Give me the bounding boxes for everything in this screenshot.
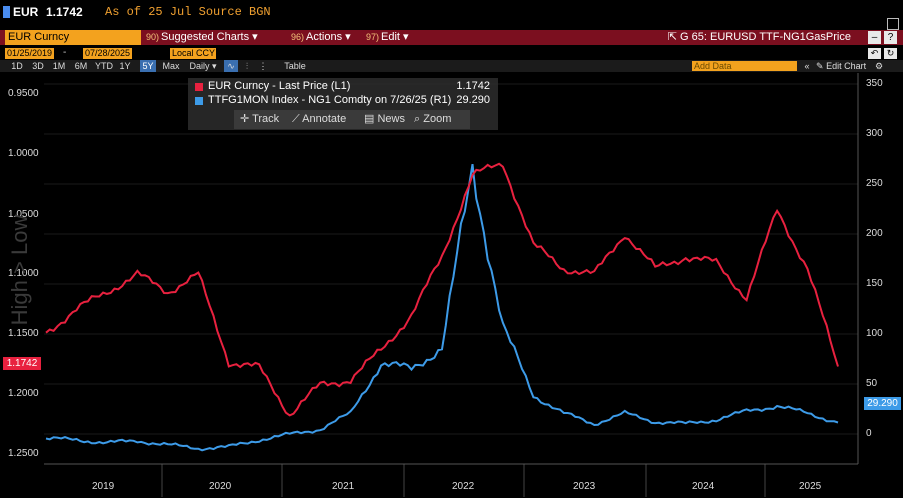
track-label: Track — [252, 113, 280, 125]
table-button[interactable]: Table — [284, 61, 306, 71]
crosshair-icon: ✛ — [240, 113, 250, 125]
right-axis-tick: 200 — [866, 228, 883, 239]
start-date-field[interactable]: 01/25/2019 — [5, 48, 55, 59]
right-axis-tick: 150 — [866, 278, 883, 289]
end-date-field[interactable]: 07/28/2025 — [83, 48, 133, 59]
eur-last-value-tag: 1.1742 — [3, 357, 41, 370]
left-axis-tick: 0.9500 — [8, 88, 39, 99]
x-axis-tick: 2023 — [573, 481, 596, 492]
period-button-5y[interactable]: 5Y — [140, 60, 156, 72]
launch-icon[interactable]: ⇱ — [667, 31, 677, 43]
news-icon: ▤ — [364, 113, 375, 125]
left-axis-tick: 1.0500 — [8, 209, 39, 220]
high-low-indicator: High > Low — [2, 200, 38, 340]
left-axis-tick: 1.1500 — [8, 328, 39, 339]
gas-swatch — [195, 97, 203, 105]
add-data-input[interactable]: Add Data — [692, 61, 797, 71]
top-bar — [0, 0, 903, 24]
chart-tool-row: ✛ Track ⟋ Annotate ▤ News ⌕ Zoom — [234, 110, 470, 129]
pencil-icon: ✎ — [816, 61, 824, 71]
frequency-label: Daily — [189, 61, 210, 71]
date-separator: - — [63, 47, 67, 58]
gas-last-value-tag: 29.290 — [864, 397, 901, 410]
chevron-down-icon: ▾ — [345, 31, 351, 43]
x-axis-tick: 2020 — [209, 481, 232, 492]
left-axis-tick: 1.2500 — [8, 448, 39, 459]
minimize-button[interactable]: – — [868, 31, 881, 44]
currency-select[interactable]: Local CCY — [170, 48, 216, 59]
track-tool[interactable]: ✛ Track — [240, 110, 279, 129]
x-axis-tick: 2022 — [452, 481, 475, 492]
zoom-tool[interactable]: ⌕ Zoom — [414, 110, 451, 129]
eur-price-line — [45, 162, 839, 417]
chart-title: ⇱ G 65: EURUSD TTF-NG1GasPrice — [668, 30, 851, 45]
edit-button[interactable]: 97) Edit ▾ — [366, 30, 409, 45]
last-price: 1.1742 — [46, 5, 83, 19]
left-axis-tick: 1.1000 — [8, 268, 39, 279]
actions-number: 96) — [291, 32, 305, 42]
ticker-marker — [3, 6, 10, 18]
suggested-number: 90) — [146, 32, 160, 42]
more-icon[interactable]: ⋮ — [258, 61, 268, 71]
right-axis-tick: 100 — [866, 328, 883, 339]
search-icon: ⌕ — [414, 113, 421, 125]
legend-s2-name[interactable]: TTFG1MON Index - NG1 Comdty on 7/26/25 (… — [208, 94, 452, 106]
edit-label: Edit — [381, 31, 400, 43]
legend-s1-value: 1.1742 — [456, 80, 490, 92]
annotate-label: Annotate — [302, 113, 347, 125]
popout-icon[interactable] — [887, 18, 899, 30]
line-chart-icon[interactable]: ∿ — [224, 60, 238, 72]
function-bar — [0, 30, 903, 45]
zoom-label: Zoom — [423, 113, 452, 125]
gas-price-line — [45, 163, 839, 452]
right-axis-tick: 300 — [866, 128, 883, 139]
eur-swatch — [195, 83, 203, 91]
suggested-label: Suggested Charts — [161, 31, 250, 43]
chart-plot[interactable] — [0, 73, 903, 498]
period-button-ytd[interactable]: YTD — [95, 61, 113, 71]
x-axis-tick: 2019 — [92, 481, 115, 492]
suggested-charts-button[interactable]: 90) Suggested Charts ▾ — [146, 30, 258, 45]
period-button-1d[interactable]: 1D — [11, 61, 23, 71]
legend-s2-value: 29.290 — [456, 94, 490, 106]
period-button-1m[interactable]: 1M — [52, 61, 66, 71]
undo-icon[interactable]: ↶ — [868, 48, 881, 59]
security-field[interactable]: EUR Curncy — [5, 30, 141, 45]
actions-button[interactable]: 96) Actions ▾ — [291, 30, 351, 45]
x-axis-tick: 2025 — [799, 481, 822, 492]
period-button-6m[interactable]: 6M — [74, 61, 88, 71]
x-axis-tick: 2024 — [692, 481, 715, 492]
edit-chart-label: Edit Chart — [826, 61, 867, 71]
bar-chart-icon[interactable]: ⫶ — [245, 61, 249, 71]
right-axis-tick: 350 — [866, 78, 883, 89]
chevron-down-icon: ▾ — [403, 31, 409, 43]
annotate-tool[interactable]: ⟋ Annotate — [292, 110, 346, 129]
right-axis-tick: 50 — [866, 378, 878, 389]
period-button-max[interactable]: Max — [162, 61, 180, 71]
actions-label: Actions — [306, 31, 343, 43]
right-axis-tick: 0 — [866, 428, 872, 439]
ticker-symbol[interactable]: EUR — [13, 5, 39, 19]
side-note-text: High > Low — [7, 214, 32, 326]
left-axis-tick: 1.2000 — [8, 388, 39, 399]
chevron-down-icon: ▾ — [252, 31, 258, 43]
help-button[interactable]: ? — [884, 31, 897, 44]
edit-number: 97) — [366, 32, 380, 42]
edit-chart-button[interactable]: ✎ Edit Chart — [816, 60, 866, 72]
pencil-icon: ⟋ — [292, 113, 300, 125]
chart-title-text: G 65: EURUSD TTF-NG1GasPrice — [680, 31, 851, 43]
period-button-1y[interactable]: 1Y — [119, 61, 131, 71]
gear-icon[interactable]: ⚙ — [874, 61, 884, 71]
news-label: News — [377, 113, 405, 125]
right-axis-tick: 250 — [866, 178, 883, 189]
frequency-select[interactable]: Daily ▾ — [189, 61, 217, 71]
news-tool[interactable]: ▤ News — [364, 110, 405, 129]
period-button-3d[interactable]: 3D — [32, 61, 44, 71]
chevrons-icon[interactable]: « — [804, 61, 810, 71]
legend-s1-name[interactable]: EUR Curncy - Last Price (L1) — [208, 80, 351, 92]
refresh-icon[interactable]: ↻ — [884, 48, 897, 59]
as-of-text: As of 25 Jul Source BGN — [105, 5, 271, 19]
left-axis-tick: 1.0000 — [8, 148, 39, 159]
x-axis-tick: 2021 — [332, 481, 355, 492]
